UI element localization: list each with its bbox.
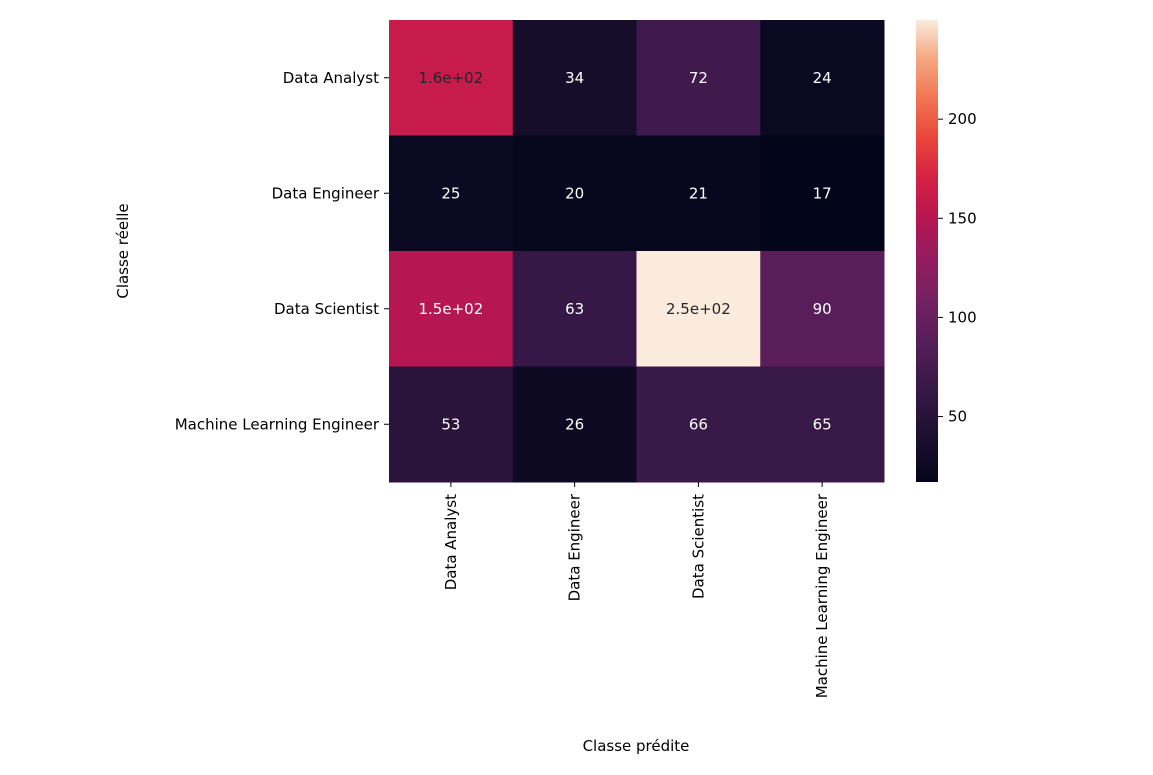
colorbar-tick-label: 150 xyxy=(948,209,977,227)
heatmap-cell xyxy=(636,251,761,367)
cell-annotation: 66 xyxy=(689,415,708,433)
cell-annotation: 25 xyxy=(441,184,460,202)
colorbar-tick-label: 200 xyxy=(948,110,977,128)
x-tick-label: Data Engineer xyxy=(566,493,584,601)
y-tick-label: Data Engineer xyxy=(272,184,380,202)
cell-annotation: 1.6e+02 xyxy=(419,69,484,87)
cell-annotation: 1.5e+02 xyxy=(419,300,484,318)
x-tick-label: Data Analyst xyxy=(442,494,460,590)
heatmap-cell xyxy=(760,366,885,483)
colorbar xyxy=(916,20,938,482)
cell-annotation: 63 xyxy=(565,300,584,318)
heatmap-cell xyxy=(512,366,637,483)
cell-annotation: 21 xyxy=(689,184,708,202)
heatmap-cell xyxy=(760,135,885,252)
heatmap-cells xyxy=(389,20,885,483)
heatmap-cell xyxy=(389,135,514,252)
heatmap-cell xyxy=(760,251,885,367)
cell-annotation: 26 xyxy=(565,415,584,433)
heatmap-cell xyxy=(512,20,637,136)
cell-annotation: 34 xyxy=(565,69,584,87)
heatmap-annotations: 1.6e+02 34 72 24 25 20 21 17 1.5e+02 63 2.5e+02 90 5… xyxy=(419,69,832,434)
cell-annotation: 17 xyxy=(813,184,832,202)
cell-annotation: 20 xyxy=(565,184,584,202)
heatmap-cell xyxy=(389,366,514,483)
y-axis: Data Analyst Data Engineer Data Scientist M… xyxy=(175,69,389,433)
y-tick-label: Machine Learning Engineer xyxy=(175,415,380,433)
heatmap-cell xyxy=(636,366,761,483)
y-tick-label: Data Analyst xyxy=(283,69,379,87)
heatmap-cell xyxy=(636,135,761,252)
y-tick-label: Data Scientist xyxy=(274,300,379,318)
x-tick-label: Data Scientist xyxy=(689,494,707,599)
cell-annotation: 65 xyxy=(813,415,832,433)
x-axis-label: Classe prédite xyxy=(583,737,690,755)
cell-annotation: 53 xyxy=(441,415,460,433)
y-axis-label: Classe réelle xyxy=(114,203,132,298)
heatmap-cell xyxy=(760,20,885,136)
colorbar-tick-label: 100 xyxy=(948,308,977,326)
heatmap-cell xyxy=(512,251,637,367)
heatmap-cell xyxy=(389,251,514,367)
heatmap-cell xyxy=(389,20,514,136)
heatmap-cell xyxy=(512,135,637,252)
colorbar-ticks: 50 100 150 200 xyxy=(938,110,977,426)
cell-annotation: 90 xyxy=(813,300,832,318)
cell-annotation: 2.5e+02 xyxy=(666,300,731,318)
colorbar-tick-label: 50 xyxy=(948,408,967,426)
x-axis: Data Analyst Data Engineer Data Scientist M… xyxy=(442,482,831,698)
cell-annotation: 24 xyxy=(813,69,832,87)
cell-annotation: 72 xyxy=(689,69,708,87)
heatmap-cell xyxy=(636,20,761,136)
x-tick-label: Machine Learning Engineer xyxy=(813,493,831,698)
